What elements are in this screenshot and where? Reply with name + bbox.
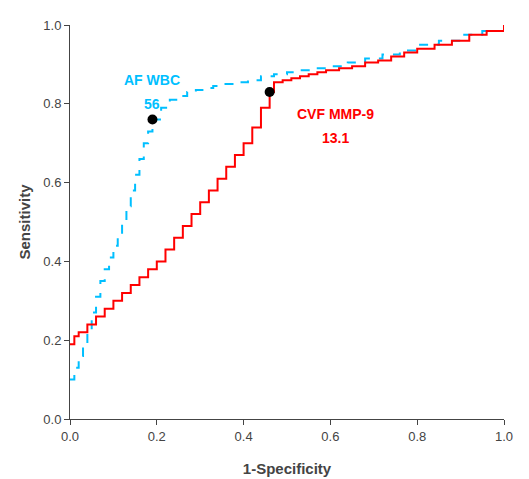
svg-text:AF WBC: AF WBC [124, 72, 180, 88]
svg-text:1.0: 1.0 [495, 429, 513, 444]
svg-text:0.6: 0.6 [43, 175, 61, 190]
svg-text:1-Specificity: 1-Specificity [243, 460, 332, 477]
svg-text:13.1: 13.1 [322, 130, 349, 146]
svg-text:56: 56 [144, 96, 160, 112]
svg-text:0.8: 0.8 [408, 429, 426, 444]
svg-text:CVF MMP-9: CVF MMP-9 [297, 106, 374, 122]
svg-text:0.4: 0.4 [235, 429, 253, 444]
svg-text:0.4: 0.4 [43, 254, 61, 269]
svg-text:0.2: 0.2 [148, 429, 166, 444]
svg-text:0.8: 0.8 [43, 96, 61, 111]
svg-text:1.0: 1.0 [43, 18, 61, 33]
svg-text:0.6: 0.6 [321, 429, 339, 444]
svg-text:0.2: 0.2 [43, 333, 61, 348]
svg-text:0.0: 0.0 [43, 412, 61, 427]
svg-text:0.0: 0.0 [61, 429, 79, 444]
svg-text:Sensitivity: Sensitivity [16, 184, 33, 260]
